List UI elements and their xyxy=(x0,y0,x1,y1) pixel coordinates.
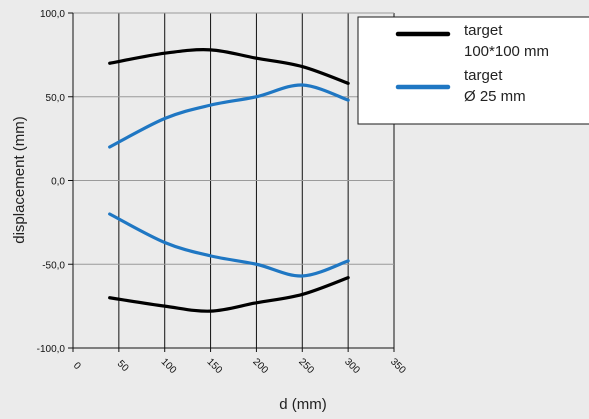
y-tick-label: -100,0 xyxy=(37,344,66,355)
legend-label-1-line2: 100*100 mm xyxy=(464,43,549,60)
x-tick-label: 200 xyxy=(250,356,270,376)
series-line xyxy=(108,48,350,85)
x-axis-title: d (mm) xyxy=(279,396,327,413)
y-tick-label: 0,0 xyxy=(51,177,65,188)
series-line xyxy=(108,276,350,313)
x-tick-labels: 0 50 100 150 200 250 300 350 xyxy=(71,356,408,376)
series-line xyxy=(108,212,350,278)
legend-label-1-line1: target xyxy=(464,22,503,39)
legend-label-2-line1: target xyxy=(464,67,503,84)
y-tick-label: 50,0 xyxy=(46,93,66,104)
y-tick-label: 100,0 xyxy=(40,9,65,20)
x-tick-label: 0 xyxy=(71,360,83,372)
y-tick-label: -50,0 xyxy=(42,260,65,271)
series-lines xyxy=(108,48,350,313)
legend: target 100*100 mm target Ø 25 mm xyxy=(357,16,589,125)
axes xyxy=(68,12,395,352)
y-axis-title: displacement (mm) xyxy=(11,116,28,244)
series-line xyxy=(108,83,350,149)
x-tick-label: 100 xyxy=(159,356,179,376)
x-tick-label: 50 xyxy=(115,358,131,374)
legend-label-2-line2: Ø 25 mm xyxy=(464,88,526,105)
x-tick-label: 250 xyxy=(296,356,316,376)
x-tick-label: 350 xyxy=(388,356,408,376)
x-tick-label: 150 xyxy=(205,356,225,376)
x-tick-label: 300 xyxy=(342,356,362,376)
y-tick-labels: 100,0 50,0 0,0 -50,0 -100,0 xyxy=(37,9,66,355)
